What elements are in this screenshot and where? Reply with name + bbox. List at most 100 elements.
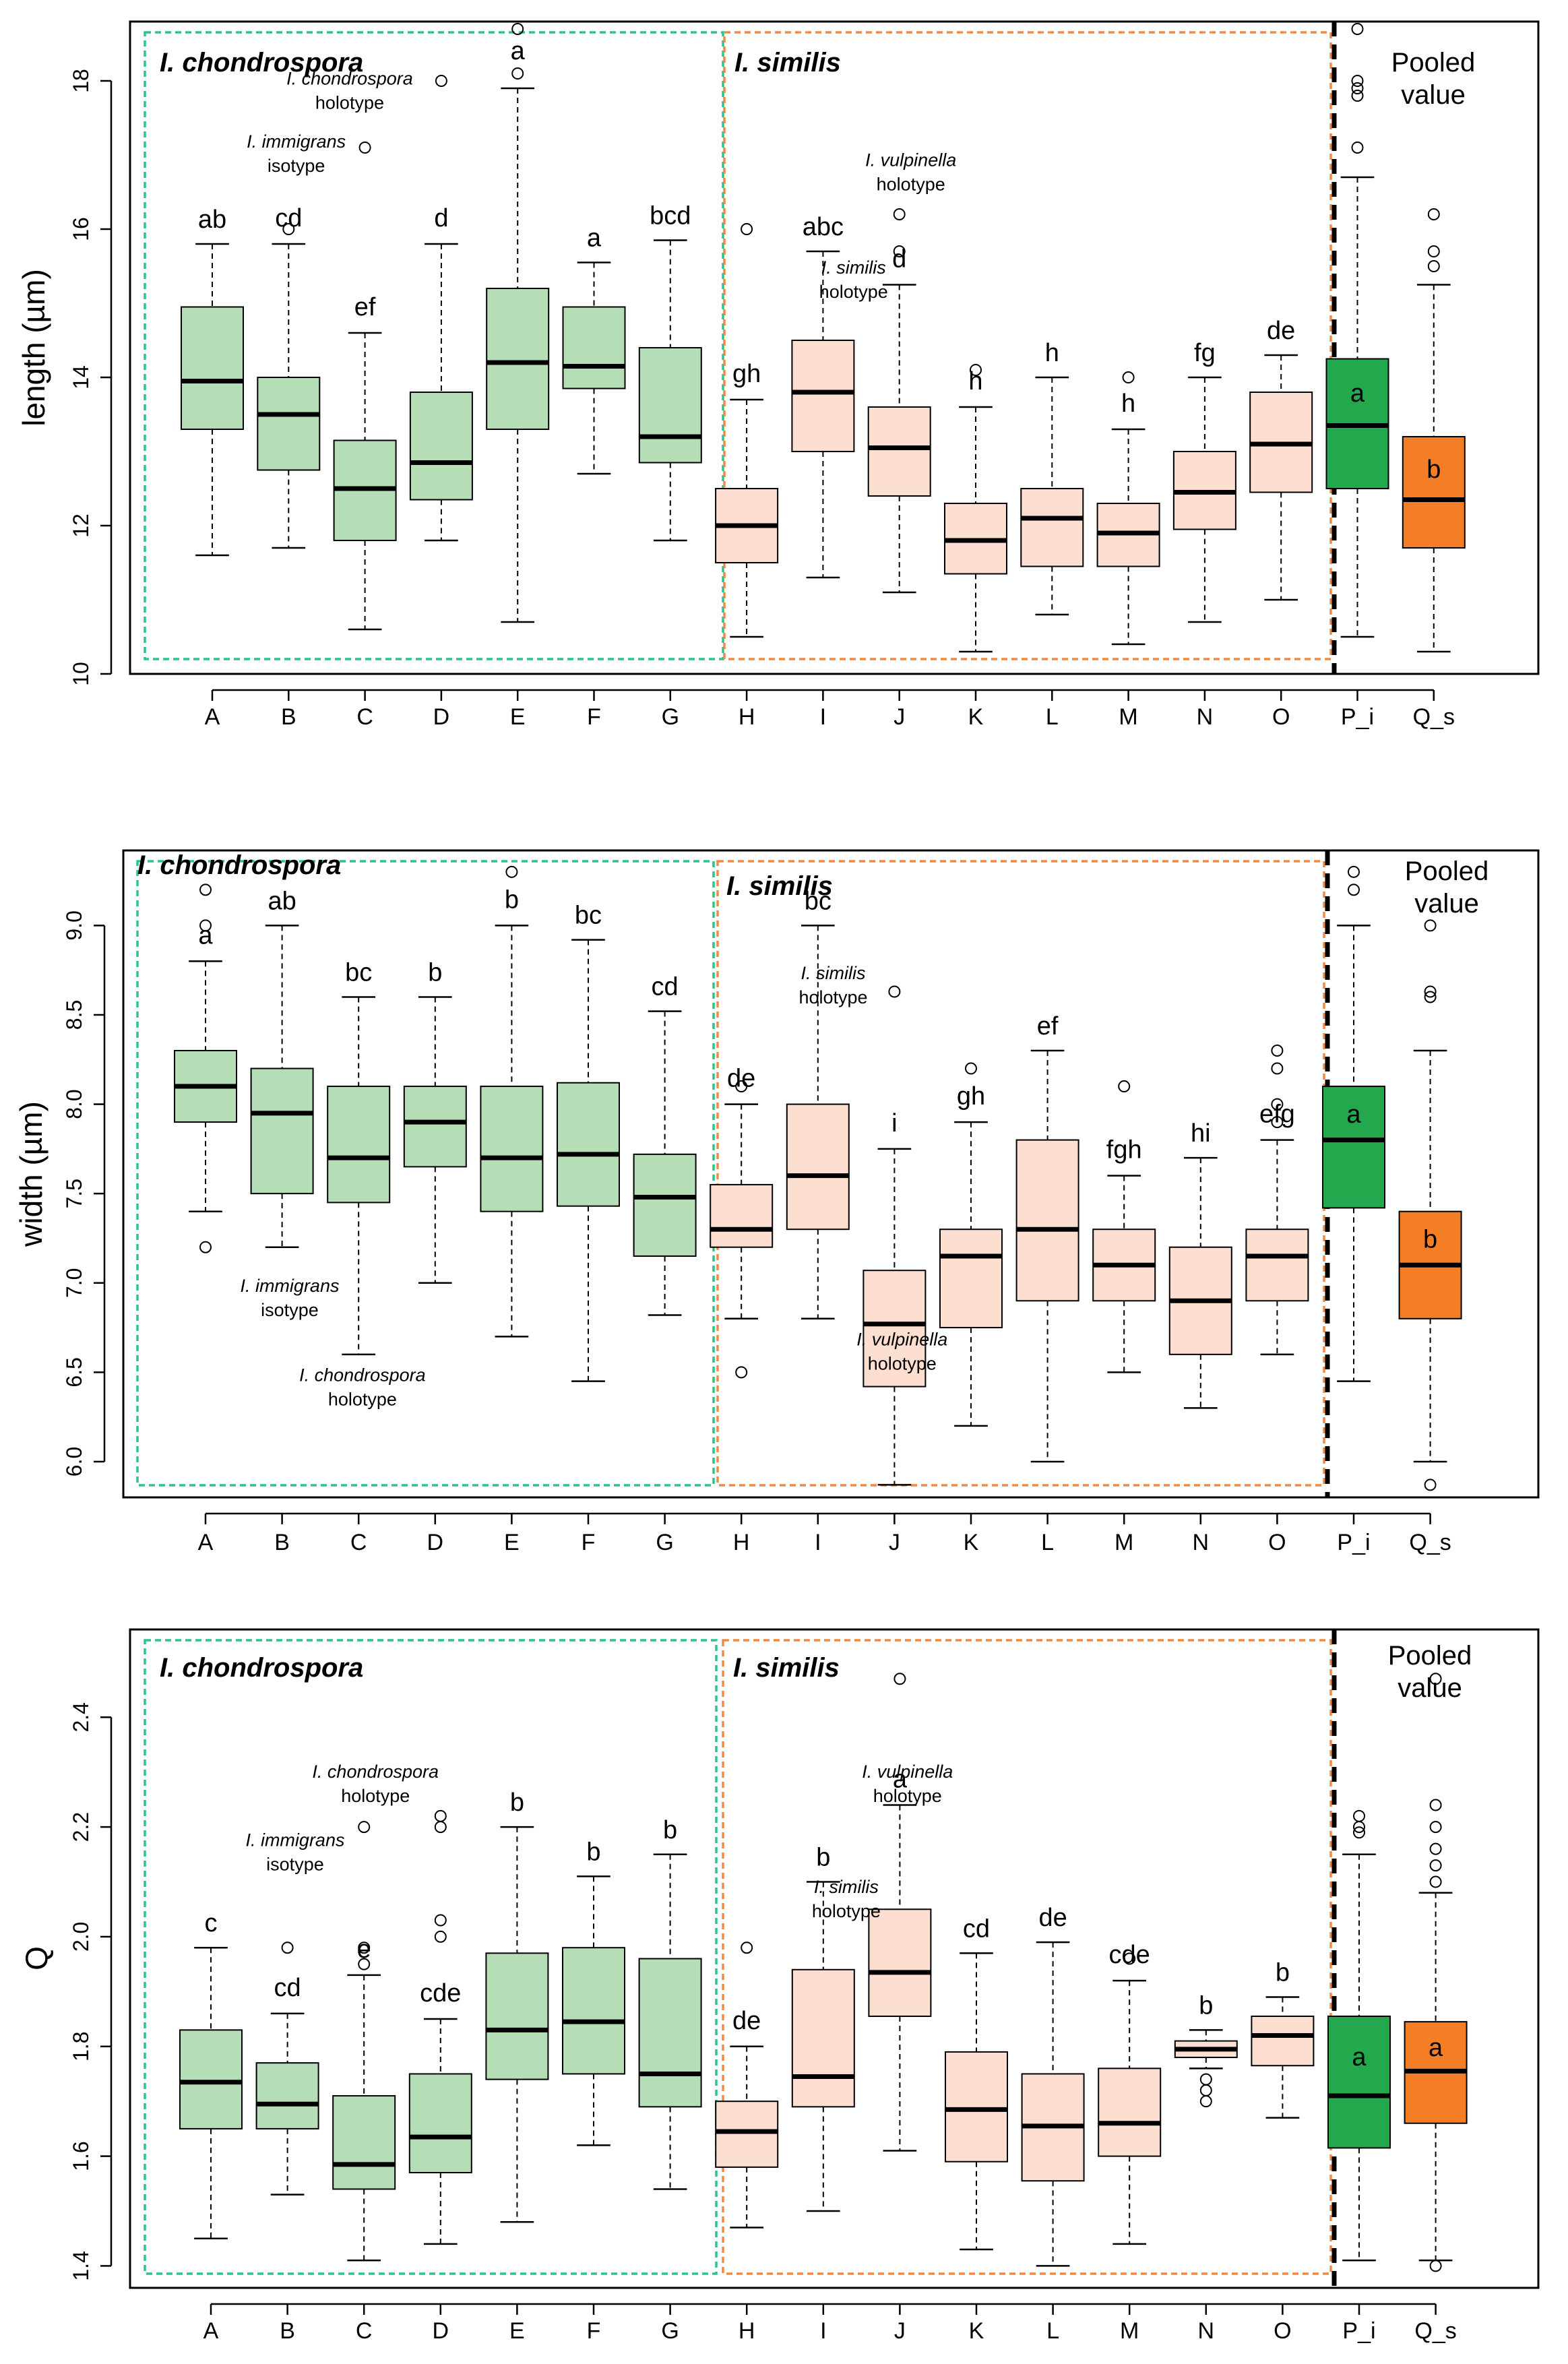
x-tick-label: J — [893, 704, 905, 730]
length-boxplots: 1012141618AabBcdCefDdEaFaGbcdHghIabcJdKh… — [69, 23, 1466, 730]
y-tick-label: 6.5 — [62, 1357, 86, 1387]
significance-letter: ef — [1037, 1012, 1059, 1040]
significance-letter: b — [586, 1838, 600, 1866]
significance-letter: d — [892, 245, 906, 274]
annotation-line: I. chondrospora — [299, 1365, 426, 1386]
similis-group-frame — [723, 31, 1332, 660]
outlier-point — [893, 245, 906, 257]
y-axis-label: length (µm) — [16, 269, 51, 427]
annotation-line: holotype — [873, 1786, 942, 1806]
significance-letter: a — [587, 224, 602, 253]
x-tick-label: O — [1268, 1530, 1286, 1555]
box-N: Nfg — [1172, 339, 1236, 730]
box-F: Fa — [562, 224, 626, 730]
x-tick-label: N — [1193, 1530, 1210, 1555]
outlier-point — [199, 919, 212, 932]
iqr-box — [562, 1947, 625, 2075]
outlier-point — [435, 75, 447, 87]
x-tick-label: J — [894, 2318, 906, 2344]
iqr-box — [409, 392, 473, 501]
significance-letter: cde — [1109, 1941, 1150, 1969]
iqr-box — [562, 306, 626, 390]
x-tick-label: E — [509, 2318, 525, 2344]
chondrospora-group-frame — [136, 860, 715, 1487]
outlier-point — [1429, 1859, 1442, 1872]
annotation-line: I. chondrospora — [312, 1762, 439, 1782]
significance-letter: ab — [268, 887, 296, 915]
y-tick-label: 6.0 — [62, 1447, 86, 1476]
chondrospora-title: I. chondrospora — [160, 1653, 363, 1683]
significance-letter: bcd — [650, 202, 691, 230]
x-tick-label: K — [964, 1530, 979, 1555]
chondrospora-group-frame — [144, 1639, 718, 2275]
outlier-point — [1118, 1080, 1131, 1093]
box-H: Hgh — [715, 223, 779, 730]
box-K: Kgh — [939, 1062, 1003, 1555]
box-M: Mh — [1096, 371, 1160, 730]
outlier-point — [893, 208, 906, 220]
significance-letter: de — [727, 1065, 755, 1093]
annotation-line: I. similis — [814, 1877, 879, 1897]
box-J: Jd — [867, 208, 931, 730]
outlier-point — [199, 1241, 212, 1253]
outlier-point — [1271, 1116, 1284, 1129]
x-tick-label: L — [1041, 1530, 1054, 1555]
specimen-annotation: I. similis holotype — [798, 963, 867, 1007]
iqr-box — [327, 1086, 391, 1204]
box-C: Ce — [332, 1821, 396, 2344]
y-tick-label: 10 — [69, 662, 93, 686]
x-tick-label: B — [280, 2318, 295, 2344]
outlier-point — [358, 1958, 371, 1970]
y-axis-label: width (µm) — [13, 1101, 49, 1247]
y-tick-label: 7.5 — [62, 1179, 86, 1208]
outlier-point — [1429, 2260, 1442, 2272]
significance-letter: e — [357, 1935, 371, 1964]
outlier-point — [1427, 245, 1440, 257]
box-P_i: P_i a — [1322, 865, 1385, 1555]
box-E: Eb — [485, 1788, 549, 2344]
annotation-line: I. immigrans — [245, 1830, 344, 1850]
specimen-annotation: I. similis holotype — [812, 1877, 881, 1921]
y-tick-label: 7.0 — [62, 1268, 86, 1298]
x-tick-label: C — [356, 2318, 373, 2344]
box-L: Lef — [1015, 1012, 1079, 1555]
outlier-point — [1271, 1045, 1284, 1057]
outlier-point — [741, 223, 753, 235]
y-axis: 6.0 6.5 7.0 7.5 8.0 8.5 9.0 — [62, 910, 106, 1476]
significance-letter: gh — [957, 1082, 985, 1111]
significance-letter: fg — [1194, 339, 1216, 367]
annotation-line: holotype — [328, 1390, 397, 1410]
y-axis: 10 12 14 16 18 — [69, 69, 113, 686]
box-E: Eb — [480, 865, 544, 1555]
iqr-box — [791, 1968, 855, 2108]
box-Q_s: Q_s a — [1404, 1673, 1468, 2344]
iqr-box — [255, 2062, 319, 2129]
significance-letter: cd — [652, 973, 679, 1001]
significance-letter: fgh — [1106, 1136, 1142, 1164]
iqr-box — [633, 1153, 697, 1257]
iqr-box — [867, 406, 931, 497]
y-tick-label: 2.0 — [69, 1922, 93, 1952]
box-A: Ac — [179, 1909, 243, 2344]
outlier-point — [1429, 1799, 1442, 1811]
box-P_i: P_i a — [1325, 23, 1389, 730]
box-L: Lde — [1021, 1904, 1085, 2344]
box-O: Ode — [1249, 317, 1313, 730]
outlier-point — [741, 1941, 753, 1954]
x-tick-label: Q_s — [1414, 2318, 1456, 2344]
specimen-annotation: I. vulpinella holotype — [862, 1762, 953, 1806]
outlier-point — [1424, 919, 1437, 932]
significance-letter: b — [1276, 1958, 1290, 1987]
similis-title: I. similis — [734, 48, 841, 77]
x-tick-label: F — [587, 2318, 601, 2344]
outlier-point — [970, 364, 982, 376]
annotation-line: holotype — [819, 282, 888, 302]
outlier-point — [1427, 260, 1440, 272]
box-P_i: P_i a — [1327, 1809, 1391, 2344]
significance-letter: cd — [963, 1915, 990, 1943]
chondrospora-title: I. chondrospora — [160, 48, 363, 77]
specimen-annotation: I. vulpinella holotype — [865, 150, 956, 195]
x-tick-label: G — [662, 704, 679, 730]
